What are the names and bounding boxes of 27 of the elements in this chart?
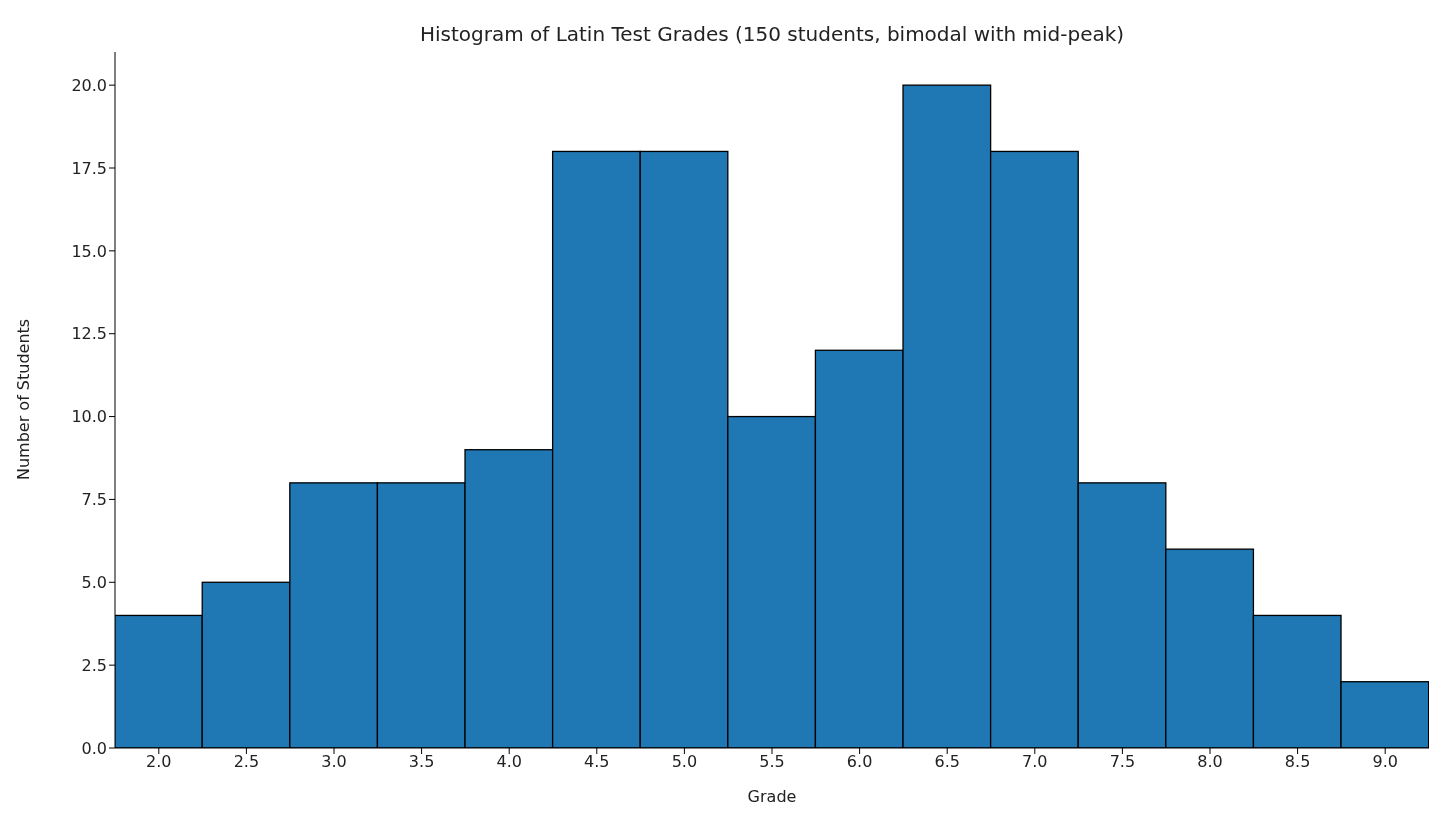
- y-tick-label: 2.5: [81, 655, 107, 675]
- y-axis-title: Number of Students: [13, 318, 33, 480]
- x-tick-label: 7.5: [1109, 752, 1136, 772]
- x-axis-title: Grade: [747, 787, 797, 806]
- y-tick-label: 0.0: [81, 738, 107, 758]
- y-tick-label: 15.0: [71, 241, 107, 261]
- y-tick-label: 10.0: [71, 407, 107, 427]
- x-tick-label: 3.0: [321, 752, 347, 772]
- x-tick-label: 9.0: [1372, 752, 1398, 772]
- y-tick-label: 17.5: [71, 158, 107, 178]
- x-tick-label: 6.0: [846, 752, 873, 772]
- x-tick-label: 2.5: [233, 752, 260, 772]
- x-tick-label: 7.0: [1022, 752, 1048, 772]
- y-tick-label: 12.5: [71, 324, 107, 344]
- y-tick-label: 5.0: [81, 572, 107, 592]
- x-tick-label: 6.5: [934, 752, 960, 772]
- x-tick-label: 8.5: [1284, 752, 1311, 772]
- y-tick-label: 7.5: [81, 490, 107, 510]
- y-tick-label: 20.0: [71, 75, 107, 95]
- x-tick-label: 5.0: [671, 752, 698, 772]
- x-tick-label: 8.0: [1197, 752, 1223, 772]
- x-tick-label: 2.0: [146, 752, 172, 772]
- x-tick-label: 4.5: [584, 752, 610, 772]
- x-tick-label: 5.5: [759, 752, 785, 772]
- chart-title: Histogram of Latin Test Grades (150 students, bimodal with mid-peak): [418, 22, 1126, 46]
- x-tick-label: 4.0: [496, 752, 522, 772]
- x-tick-label: 3.5: [408, 752, 435, 772]
